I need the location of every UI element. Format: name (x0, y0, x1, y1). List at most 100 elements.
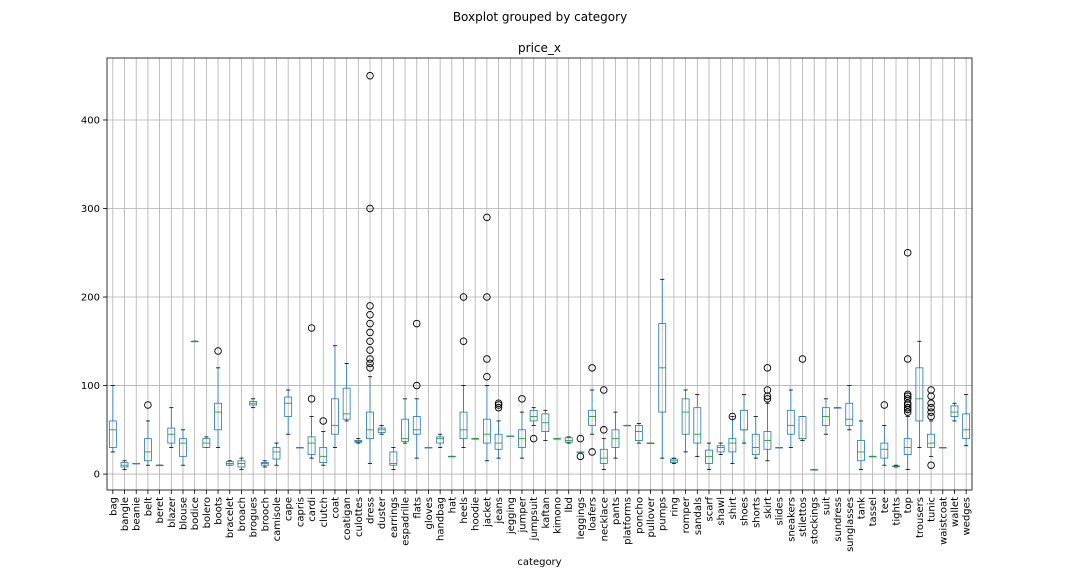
x-tick-label: pumps (658, 497, 669, 531)
x-tick-label: suit (821, 497, 832, 515)
y-tick-label: 400 (81, 115, 100, 126)
box-iqr (950, 405, 959, 417)
box-iqr (307, 436, 316, 455)
box-pants (611, 411, 620, 459)
y-tick-label: 0 (94, 470, 100, 481)
flier-point (459, 337, 468, 346)
x-tick-label: wedges (962, 497, 973, 535)
x-tick-label: bodice (190, 497, 201, 530)
x-tick-label: coatigan (342, 497, 353, 540)
x-tick-label: cape (284, 497, 295, 521)
box-iqr (482, 418, 491, 444)
x-tick-label: handbag (436, 497, 447, 541)
flier-point (903, 408, 912, 416)
flier-point (483, 213, 491, 222)
box-loafers (588, 364, 597, 456)
flier-point (483, 293, 491, 301)
x-tick-label: wallet (950, 497, 961, 527)
box-sneakers (786, 389, 795, 448)
box-jumpsuit (529, 407, 538, 443)
box-iqr (319, 447, 328, 463)
box-bag (108, 385, 117, 453)
x-tick-label: shoes (740, 497, 751, 526)
box-boots (214, 347, 222, 448)
x-tick-label: tee (880, 497, 891, 513)
box-iqr (272, 447, 281, 460)
box-iqr (401, 418, 409, 442)
grid-lines (107, 58, 972, 490)
box-bolero (202, 436, 211, 448)
box-romper (681, 389, 690, 453)
box-iqr (179, 438, 187, 457)
box-dress (366, 71, 374, 464)
flier-point (366, 328, 374, 337)
x-tick-label: shirt (728, 497, 739, 519)
x-tick-label: jacket (482, 497, 493, 528)
x-tick-label: coat (330, 497, 341, 519)
box-belt (144, 401, 152, 466)
x-tick-label: tassel (868, 497, 879, 526)
flier-point (927, 386, 935, 394)
box-jacket (482, 213, 491, 462)
x-tick-label: boots (214, 497, 225, 525)
box-iqr (588, 409, 597, 426)
box-earrings (389, 447, 398, 471)
box-tassel (868, 455, 877, 458)
plot-title: price_x (518, 41, 561, 55)
x-tick-label: tank (856, 497, 867, 519)
box-handbag (436, 433, 445, 448)
box-iqr (331, 398, 339, 435)
flier-point (366, 337, 374, 346)
box-beanie (132, 462, 141, 465)
flier-point (413, 381, 421, 390)
box-jeans (494, 399, 503, 459)
box-cardi (307, 324, 316, 459)
box-slides (775, 447, 784, 449)
box-poncho (634, 423, 643, 444)
flier-point (307, 324, 316, 332)
box-iqr (786, 409, 795, 435)
box-series (108, 71, 971, 471)
flier-point (763, 386, 772, 394)
box-top (903, 249, 912, 471)
box-iqr (436, 436, 445, 444)
box-stilettos (798, 355, 807, 441)
x-tick-label: bangle (120, 497, 131, 531)
box-bodice (190, 340, 199, 343)
box-bracelet (225, 460, 234, 466)
x-tick-label: waistcoat (938, 497, 949, 545)
x-tick-label: blazer (167, 496, 178, 528)
flier-point (483, 355, 491, 363)
box-clutch (319, 417, 328, 466)
flier-point (366, 359, 374, 368)
x-tick-label: skirt (763, 497, 774, 519)
x-tick-label: capris (295, 497, 306, 527)
x-tick-label: necklace (599, 497, 610, 541)
box-camisole (272, 442, 281, 466)
flier-point (798, 355, 807, 363)
flier-point (927, 399, 935, 407)
flier-point (366, 364, 374, 372)
flier-point (763, 395, 772, 403)
flier-point (903, 395, 912, 403)
x-tick-label: earrings (389, 497, 400, 538)
x-tick-label: stockings (810, 497, 821, 544)
x-tick-label: loafers (588, 497, 599, 531)
box-ring (670, 457, 678, 464)
x-tick-label: clutch (319, 497, 330, 527)
x-tick-label: top (903, 497, 914, 513)
box-duster (377, 424, 386, 435)
x-tick-label: cardi (307, 497, 318, 522)
x-tick-label: ring (669, 497, 680, 517)
box-platforms (623, 424, 632, 427)
flier-point (927, 461, 935, 469)
box-kimono (553, 438, 561, 440)
box-iqr (927, 433, 935, 448)
box-iqr (903, 438, 912, 455)
figure-suptitle: Boxplot grouped by category (452, 10, 628, 24)
x-tick-label: tunic (927, 497, 938, 522)
x-tick-label: kimono (553, 497, 564, 534)
box-trousers (915, 340, 924, 448)
box-leggings (576, 434, 585, 461)
box-shorts (751, 416, 760, 459)
